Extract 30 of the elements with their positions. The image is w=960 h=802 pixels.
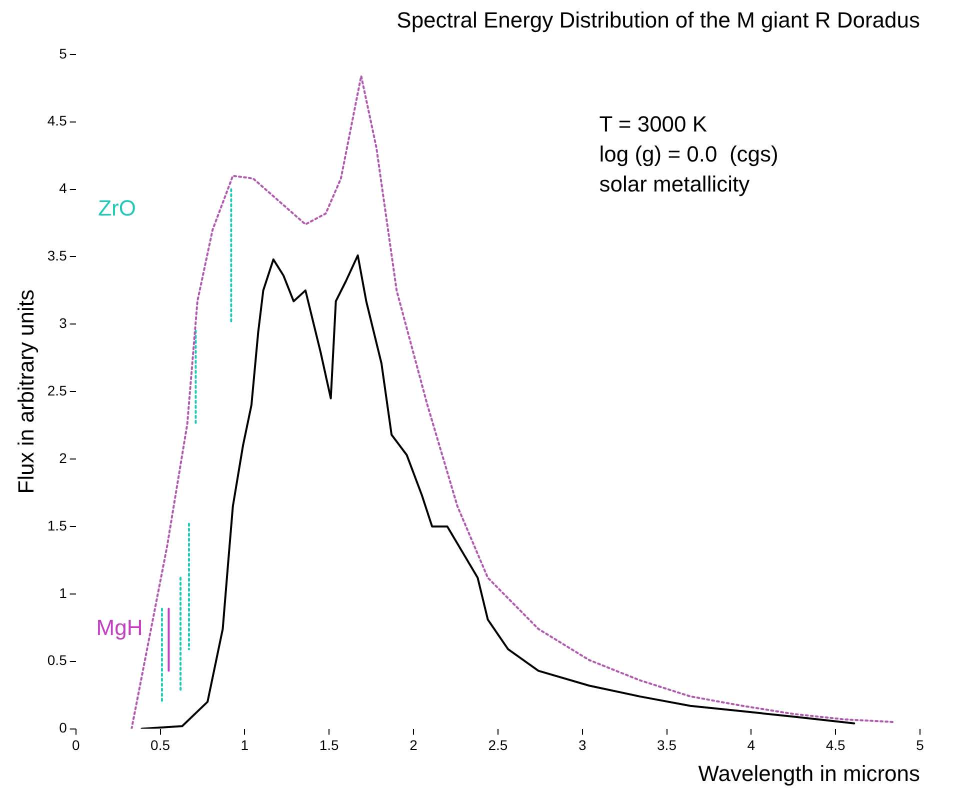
y-tick-label: 2	[59, 450, 68, 466]
x-tick-label: 4	[747, 737, 756, 754]
series-label: MgH	[96, 614, 143, 640]
x-tick-label: 5	[916, 737, 924, 754]
y-tick-label: 0	[59, 720, 68, 736]
x-tick-label: 4.5	[826, 737, 846, 754]
x-tick-label: 2	[410, 737, 418, 754]
x-tick-label: 1	[240, 737, 249, 754]
x-tick-label: 3	[578, 737, 586, 754]
x-tick-label: 2.5	[488, 737, 508, 754]
x-axis-title: Wavelength in microns	[698, 760, 920, 786]
text: ZrO	[98, 195, 136, 220]
annotation: solar metallicity	[599, 171, 750, 196]
y-tick-label: 3	[59, 315, 68, 332]
y-tick-label: 5	[59, 45, 68, 62]
x-tick-label: 1.5	[319, 737, 340, 754]
y-tick-label: 0.5	[47, 652, 68, 668]
chart-title: Spectral Energy Distribution of the M giant R Doradus	[396, 7, 920, 32]
y-axis-title: Flux in arbitrary units	[13, 290, 38, 494]
x-tick-label: 3.5	[657, 737, 677, 754]
x-tick-label: 0.5	[150, 737, 170, 754]
x-tick-label: 0	[72, 737, 80, 754]
y-tick-label: 3.5	[47, 248, 68, 264]
annotation: T = 3000 K	[599, 111, 708, 136]
annotation: log (g) = 0.0 (cgs)	[599, 141, 778, 166]
y-tick-label: 4	[59, 180, 68, 196]
y-tick-label: 2.5	[47, 382, 68, 398]
y-tick-label: 1	[59, 584, 68, 601]
y-tick-label: 4.5	[47, 112, 68, 129]
y-tick-label: 1.5	[47, 517, 68, 534]
